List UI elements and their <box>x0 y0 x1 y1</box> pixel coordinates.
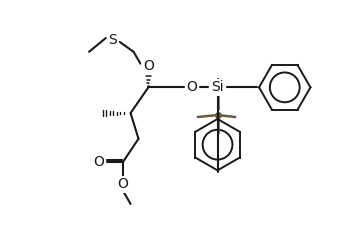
Text: O: O <box>93 156 105 169</box>
Text: O: O <box>143 59 154 73</box>
Text: S: S <box>108 33 117 47</box>
Text: O: O <box>187 80 197 94</box>
Text: Si: Si <box>211 80 224 94</box>
Text: O: O <box>117 177 128 191</box>
